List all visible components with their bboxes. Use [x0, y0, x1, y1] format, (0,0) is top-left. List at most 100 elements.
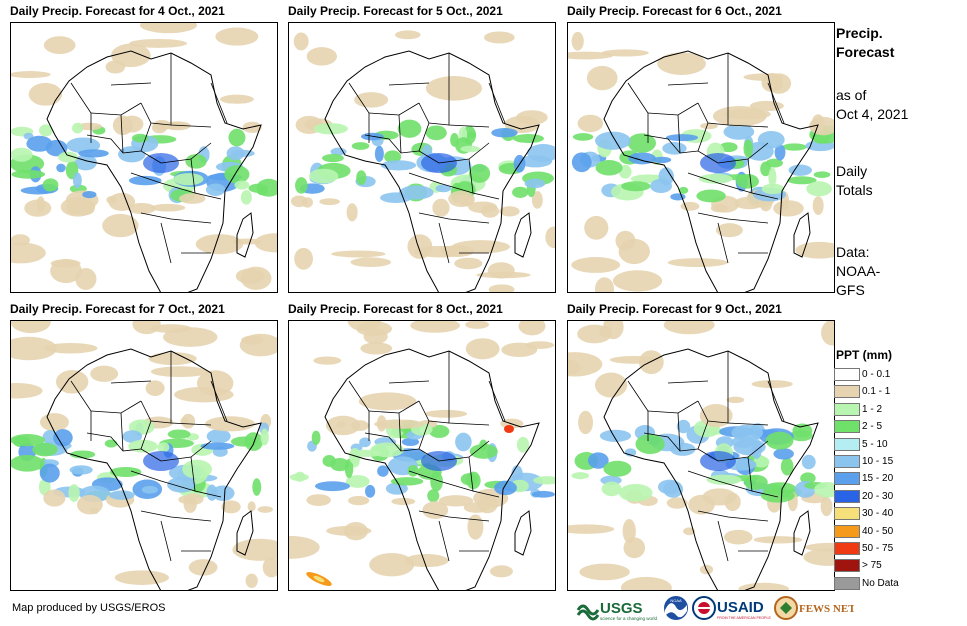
legend-swatch	[834, 507, 860, 521]
legend-label: > 75	[862, 560, 882, 572]
panel-title: Daily Precip. Forecast for 5 Oct., 2021	[288, 4, 503, 18]
precip-area	[545, 226, 555, 249]
precip-area	[306, 494, 331, 506]
country-border	[408, 172, 474, 194]
legend-label: 2 - 5	[862, 421, 883, 433]
precip-area	[572, 133, 594, 141]
precip-area	[623, 537, 646, 559]
precip-area	[460, 145, 481, 153]
precip-area	[141, 485, 158, 494]
country-border	[418, 510, 490, 522]
country-border	[120, 114, 124, 154]
precip-area	[662, 141, 687, 155]
precip-area	[599, 429, 632, 442]
precip-area	[11, 455, 45, 472]
precip-area	[294, 247, 313, 270]
precip-area	[42, 178, 59, 192]
precip-area	[702, 488, 737, 506]
legend-title: PPT (mm)	[836, 348, 893, 362]
coastline	[236, 212, 254, 258]
precip-area	[58, 151, 78, 163]
precip-area	[731, 424, 764, 441]
map-svg	[11, 321, 277, 590]
usaid-tagline: FROM THE AMERICAN PEOPLE	[717, 616, 771, 620]
precip-area	[712, 106, 767, 127]
africa-precip-map	[567, 22, 835, 293]
country-border	[488, 82, 506, 124]
country-border	[448, 53, 490, 128]
precip-area	[262, 557, 277, 578]
precip-area	[384, 150, 402, 164]
precip-area	[391, 497, 416, 506]
precip-area	[524, 178, 546, 189]
precip-area	[395, 30, 421, 40]
precip-area	[698, 173, 733, 184]
precip-area	[232, 538, 277, 561]
precip-area	[167, 429, 191, 439]
precip-area	[111, 43, 151, 68]
precip-area	[331, 250, 386, 258]
precip-area	[622, 519, 636, 544]
precip-area	[145, 380, 165, 396]
legend-label: 0 - 0.1	[862, 369, 891, 380]
data-source-line: GFS	[836, 282, 865, 298]
precip-area	[370, 442, 405, 458]
country-border	[364, 134, 420, 154]
precip-area	[700, 122, 718, 130]
precip-area	[390, 477, 424, 486]
precip-area	[813, 171, 831, 178]
country-border	[438, 222, 450, 264]
precip-area	[650, 178, 672, 194]
totals-note: Daily Totals	[836, 162, 873, 200]
precip-area	[397, 119, 422, 138]
precip-area	[11, 242, 46, 264]
map-svg	[289, 321, 555, 590]
africa-precip-map	[567, 320, 835, 591]
precip-area	[635, 434, 665, 455]
precip-area	[766, 73, 792, 94]
precip-area	[571, 472, 590, 480]
precip-area	[68, 484, 80, 502]
country-border	[140, 212, 212, 224]
precip-area	[38, 124, 53, 137]
precip-area	[491, 128, 518, 138]
side-title-line: Forecast	[836, 44, 895, 60]
precip-area	[43, 489, 66, 507]
precip-area	[26, 135, 53, 152]
precip-area	[480, 204, 500, 218]
country-border	[130, 470, 196, 492]
usgs-tagline: science for a changing world	[600, 616, 658, 621]
precip-area	[173, 173, 204, 186]
precip-area	[533, 476, 555, 485]
precip-area	[82, 190, 97, 199]
precip-area	[586, 65, 618, 91]
precip-area	[595, 159, 623, 176]
country-border	[697, 212, 769, 224]
precip-area	[780, 457, 794, 476]
noaa-text: NOAA	[670, 598, 682, 603]
precip-area	[499, 206, 520, 217]
precip-area	[792, 423, 813, 438]
coastline	[324, 50, 540, 292]
precip-area	[440, 245, 475, 258]
precip-area	[247, 501, 256, 512]
precip-area	[132, 321, 161, 335]
precip-area	[228, 128, 246, 147]
africa-precip-map	[10, 22, 278, 293]
precip-area	[594, 372, 628, 398]
precip-area	[360, 342, 393, 355]
precip-area	[128, 175, 162, 186]
precip-area	[260, 428, 269, 446]
precip-area	[56, 163, 66, 173]
country-border	[160, 520, 172, 562]
data-source-line: NOAA-	[836, 263, 881, 279]
as-of-label: as of	[836, 87, 867, 103]
precip-area	[295, 177, 308, 194]
precip-area	[354, 92, 389, 108]
country-border	[70, 82, 92, 143]
precip-area	[245, 573, 258, 588]
precip-area	[398, 185, 434, 200]
precip-area	[105, 60, 126, 74]
precip-area	[148, 352, 197, 366]
precip-area	[820, 496, 833, 517]
